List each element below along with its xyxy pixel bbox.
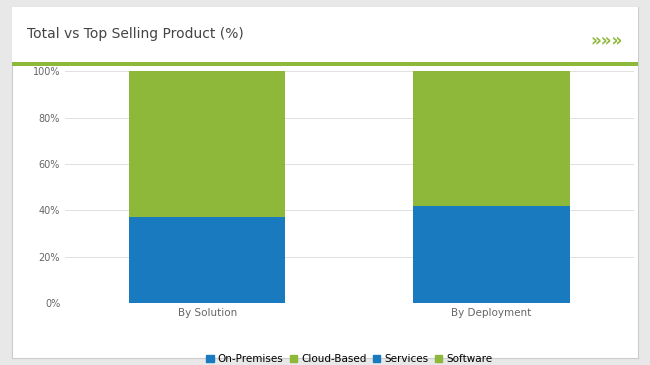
Bar — [413, 71, 570, 205]
Bar — [129, 71, 285, 217]
Bar — [129, 217, 285, 303]
Text: »»»: »»» — [590, 32, 623, 50]
Legend: On-Premises, Cloud-Based, Services, Software: On-Premises, Cloud-Based, Services, Soft… — [202, 350, 497, 365]
Text: Total vs Top Selling Product (%): Total vs Top Selling Product (%) — [27, 27, 244, 41]
Bar — [413, 205, 570, 303]
